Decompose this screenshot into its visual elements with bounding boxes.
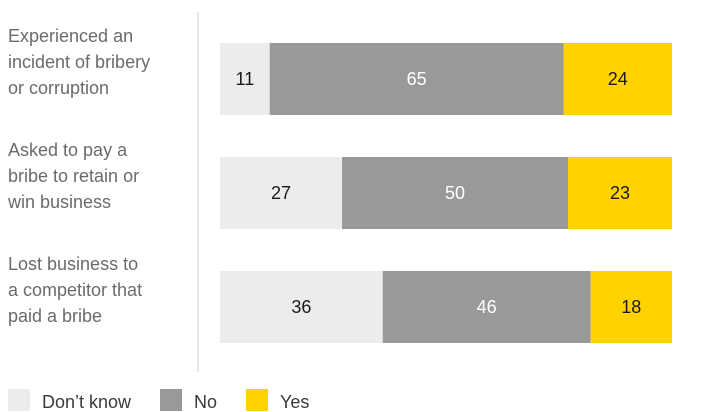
category-label-line: or corruption <box>8 78 109 98</box>
data-label: 50 <box>445 183 465 203</box>
legend-label: Don’t know <box>42 392 132 412</box>
bar-segment <box>220 43 270 115</box>
legend-swatch <box>246 389 268 411</box>
bar-segment <box>220 271 383 343</box>
bar-segment <box>568 157 672 229</box>
bar-segment <box>382 271 591 343</box>
data-label: 46 <box>477 297 497 317</box>
data-label: 65 <box>407 69 427 89</box>
data-label: 11 <box>236 69 255 89</box>
category-label-line: paid a bribe <box>8 306 102 326</box>
category-label-line: incident of bribery <box>8 52 150 72</box>
category-label: Experienced an incident of bribery or corr… <box>8 26 150 98</box>
legend: Don’t know No Yes <box>8 389 309 412</box>
data-label: 18 <box>621 297 641 317</box>
bar-segment <box>342 157 569 229</box>
category-label-line: Experienced an <box>8 26 133 46</box>
category-labels: Experienced an incident of bribery or corr… <box>7 26 150 326</box>
category-label-line: Asked to pay a <box>8 140 128 160</box>
data-label: 27 <box>271 183 291 203</box>
legend-swatch <box>8 389 30 411</box>
legend-swatch <box>160 389 182 411</box>
data-label: 36 <box>291 297 311 317</box>
category-label-line: a competitor that <box>8 280 142 300</box>
bar-segment <box>590 271 672 343</box>
category-label: Asked to pay a bribe to retain or win busi… <box>7 140 139 212</box>
bar-segment <box>220 157 343 229</box>
category-label-line: bribe to retain or <box>8 166 139 186</box>
data-label: 23 <box>610 183 630 203</box>
bars-group: 11 65 24 27 50 23 36 46 18 <box>220 43 672 343</box>
bar-segment <box>563 43 672 115</box>
legend-label: Yes <box>280 392 309 412</box>
data-label: 24 <box>608 69 628 89</box>
legend-label: No <box>194 392 217 412</box>
category-label-line: Lost business to <box>8 254 138 274</box>
category-label-line: win business <box>7 192 111 212</box>
category-label: Lost business to a competitor that paid a … <box>8 254 142 326</box>
bar-segment <box>269 43 564 115</box>
